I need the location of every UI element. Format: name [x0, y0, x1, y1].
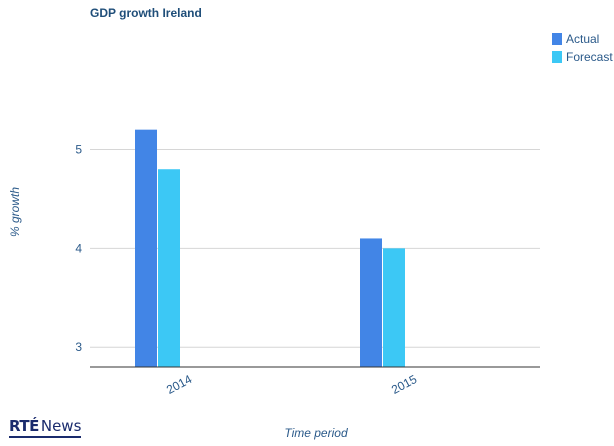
bars — [135, 129, 405, 367]
y-tick-label: 5 — [75, 142, 82, 156]
y-axis-ticks: 3 4 5 — [75, 142, 82, 354]
gridlines — [90, 148, 540, 348]
logo-rte-text: RTÉ — [9, 417, 39, 435]
legend-swatch-forecast — [552, 51, 562, 63]
y-tick-label: 3 — [75, 340, 82, 354]
chart-title: GDP growth Ireland — [90, 6, 202, 20]
legend-label-actual: Actual — [566, 32, 599, 46]
y-tick-label: 4 — [75, 241, 82, 255]
bar-forecast-2015 — [383, 248, 405, 367]
rte-news-logo: RTÉ News — [9, 417, 82, 438]
y-axis-title: % growth — [8, 187, 22, 237]
logo-news-text: News — [40, 417, 82, 435]
legend: Actual Forecast — [552, 32, 613, 64]
legend-label-forecast: Forecast — [566, 50, 613, 64]
x-tick-label: 2014 — [164, 372, 194, 397]
bar-actual-2014 — [135, 129, 157, 367]
x-tick-label: 2015 — [389, 372, 419, 397]
x-axis-title: Time period — [284, 426, 348, 440]
legend-swatch-actual — [552, 33, 562, 45]
bar-actual-2015 — [360, 238, 382, 367]
bar-forecast-2014 — [158, 169, 180, 367]
x-axis-ticks: 2014 2015 — [164, 372, 419, 397]
